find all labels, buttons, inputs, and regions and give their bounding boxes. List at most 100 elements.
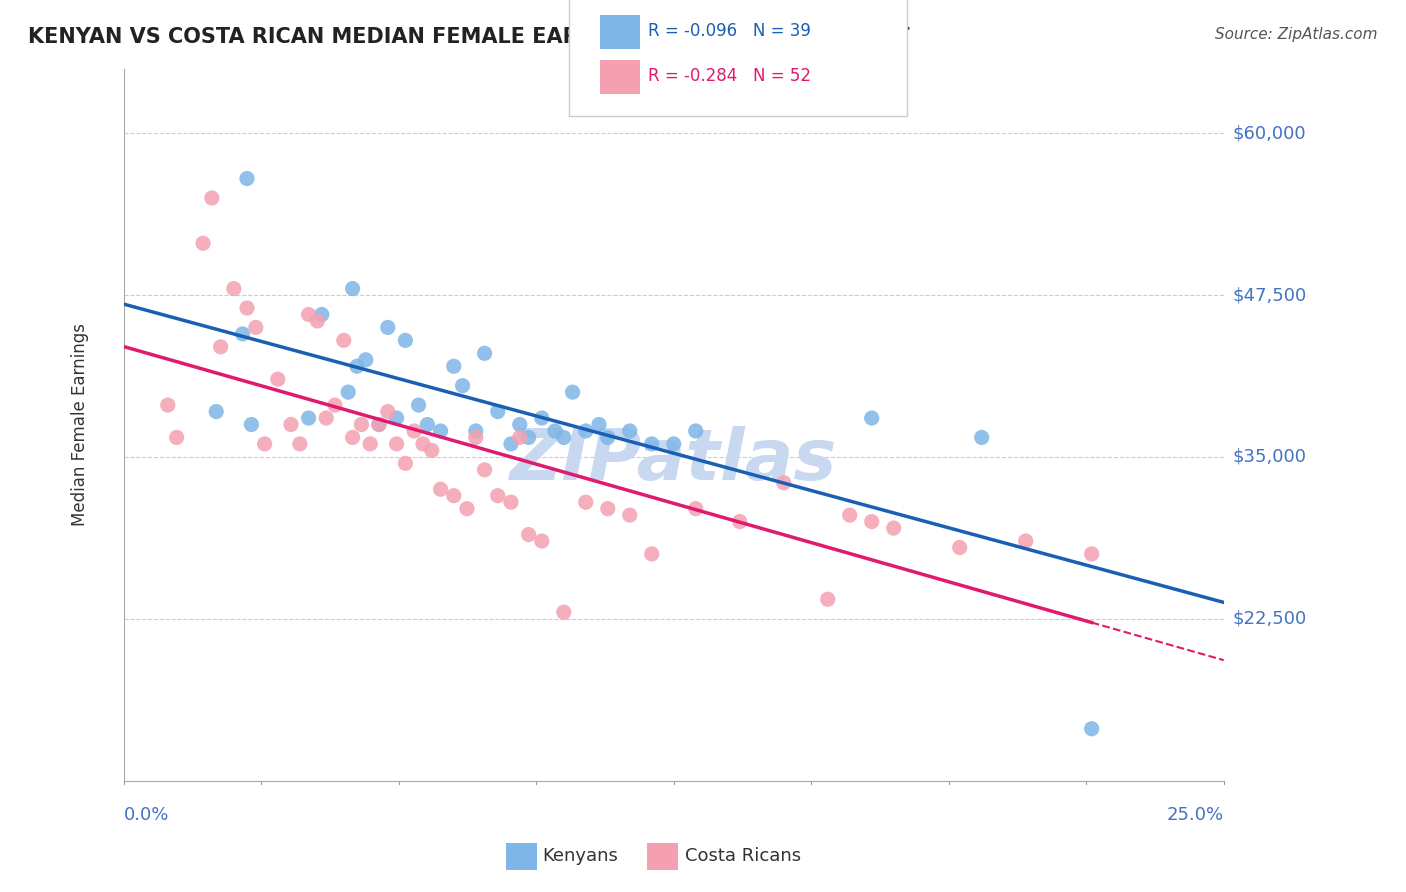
- Text: KENYAN VS COSTA RICAN MEDIAN FEMALE EARNINGS CORRELATION CHART: KENYAN VS COSTA RICAN MEDIAN FEMALE EARN…: [28, 27, 910, 46]
- Point: [288, 437, 311, 451]
- Point: [297, 411, 319, 425]
- Point: [420, 443, 443, 458]
- Text: Kenyans: Kenyans: [543, 847, 619, 865]
- Point: [456, 501, 478, 516]
- Point: [1080, 722, 1102, 736]
- Point: [323, 398, 346, 412]
- Point: [209, 340, 232, 354]
- Point: [553, 605, 575, 619]
- Point: [377, 404, 399, 418]
- Point: [464, 430, 486, 444]
- Point: [641, 547, 664, 561]
- Text: R = -0.284   N = 52: R = -0.284 N = 52: [648, 67, 811, 85]
- Point: [394, 456, 416, 470]
- Point: [685, 501, 707, 516]
- Point: [232, 326, 254, 341]
- Text: $35,000: $35,000: [1233, 448, 1306, 466]
- Point: [342, 430, 364, 444]
- Point: [311, 308, 333, 322]
- Text: 0.0%: 0.0%: [124, 806, 169, 824]
- Text: Median Female Earnings: Median Female Earnings: [70, 323, 89, 526]
- Point: [838, 508, 860, 522]
- Point: [970, 430, 993, 444]
- Point: [416, 417, 439, 432]
- Text: R = -0.096   N = 39: R = -0.096 N = 39: [648, 22, 811, 40]
- Point: [412, 437, 434, 451]
- Point: [553, 430, 575, 444]
- Point: [575, 424, 598, 438]
- Point: [267, 372, 290, 386]
- Point: [350, 417, 373, 432]
- Point: [245, 320, 267, 334]
- Point: [619, 424, 641, 438]
- Point: [429, 482, 451, 496]
- Point: [517, 430, 540, 444]
- Point: [641, 437, 664, 451]
- Point: [307, 314, 329, 328]
- Point: [860, 411, 883, 425]
- Point: [253, 437, 276, 451]
- Text: $60,000: $60,000: [1233, 124, 1306, 142]
- Point: [860, 515, 883, 529]
- Point: [619, 508, 641, 522]
- Point: [337, 385, 360, 400]
- Point: [385, 411, 408, 425]
- Point: [166, 430, 188, 444]
- Point: [394, 334, 416, 348]
- Point: [1080, 547, 1102, 561]
- Point: [1015, 534, 1038, 549]
- Point: [509, 430, 531, 444]
- Point: [404, 424, 426, 438]
- Point: [240, 417, 263, 432]
- Point: [817, 592, 839, 607]
- Point: [443, 359, 465, 374]
- Point: [596, 430, 619, 444]
- Point: [588, 417, 610, 432]
- Point: [544, 424, 567, 438]
- Point: [499, 437, 522, 451]
- Text: $47,500: $47,500: [1233, 286, 1306, 304]
- Point: [236, 171, 259, 186]
- Point: [530, 534, 553, 549]
- Point: [486, 489, 509, 503]
- Text: 25.0%: 25.0%: [1167, 806, 1223, 824]
- Point: [517, 527, 540, 541]
- Point: [662, 437, 685, 451]
- Point: [728, 515, 751, 529]
- Point: [205, 404, 228, 418]
- Point: [368, 417, 391, 432]
- Point: [222, 282, 245, 296]
- Point: [685, 424, 707, 438]
- Point: [464, 424, 486, 438]
- Point: [377, 320, 399, 334]
- Text: ZIPatlas: ZIPatlas: [510, 425, 838, 494]
- Point: [359, 437, 381, 451]
- Point: [561, 385, 583, 400]
- Point: [474, 346, 496, 360]
- Point: [486, 404, 509, 418]
- Point: [429, 424, 451, 438]
- Point: [408, 398, 430, 412]
- Point: [201, 191, 224, 205]
- Point: [191, 236, 214, 251]
- Point: [354, 352, 377, 367]
- Text: $22,500: $22,500: [1233, 610, 1306, 628]
- Point: [499, 495, 522, 509]
- Point: [772, 475, 794, 490]
- Text: Source: ZipAtlas.com: Source: ZipAtlas.com: [1215, 27, 1378, 42]
- Point: [368, 417, 391, 432]
- Point: [575, 495, 598, 509]
- Point: [156, 398, 179, 412]
- Point: [385, 437, 408, 451]
- Point: [509, 417, 531, 432]
- Text: Costa Ricans: Costa Ricans: [685, 847, 801, 865]
- Point: [333, 334, 356, 348]
- Point: [342, 282, 364, 296]
- Point: [451, 378, 474, 392]
- Point: [530, 411, 553, 425]
- Point: [883, 521, 905, 535]
- Point: [474, 463, 496, 477]
- Point: [346, 359, 368, 374]
- Point: [315, 411, 337, 425]
- Point: [596, 501, 619, 516]
